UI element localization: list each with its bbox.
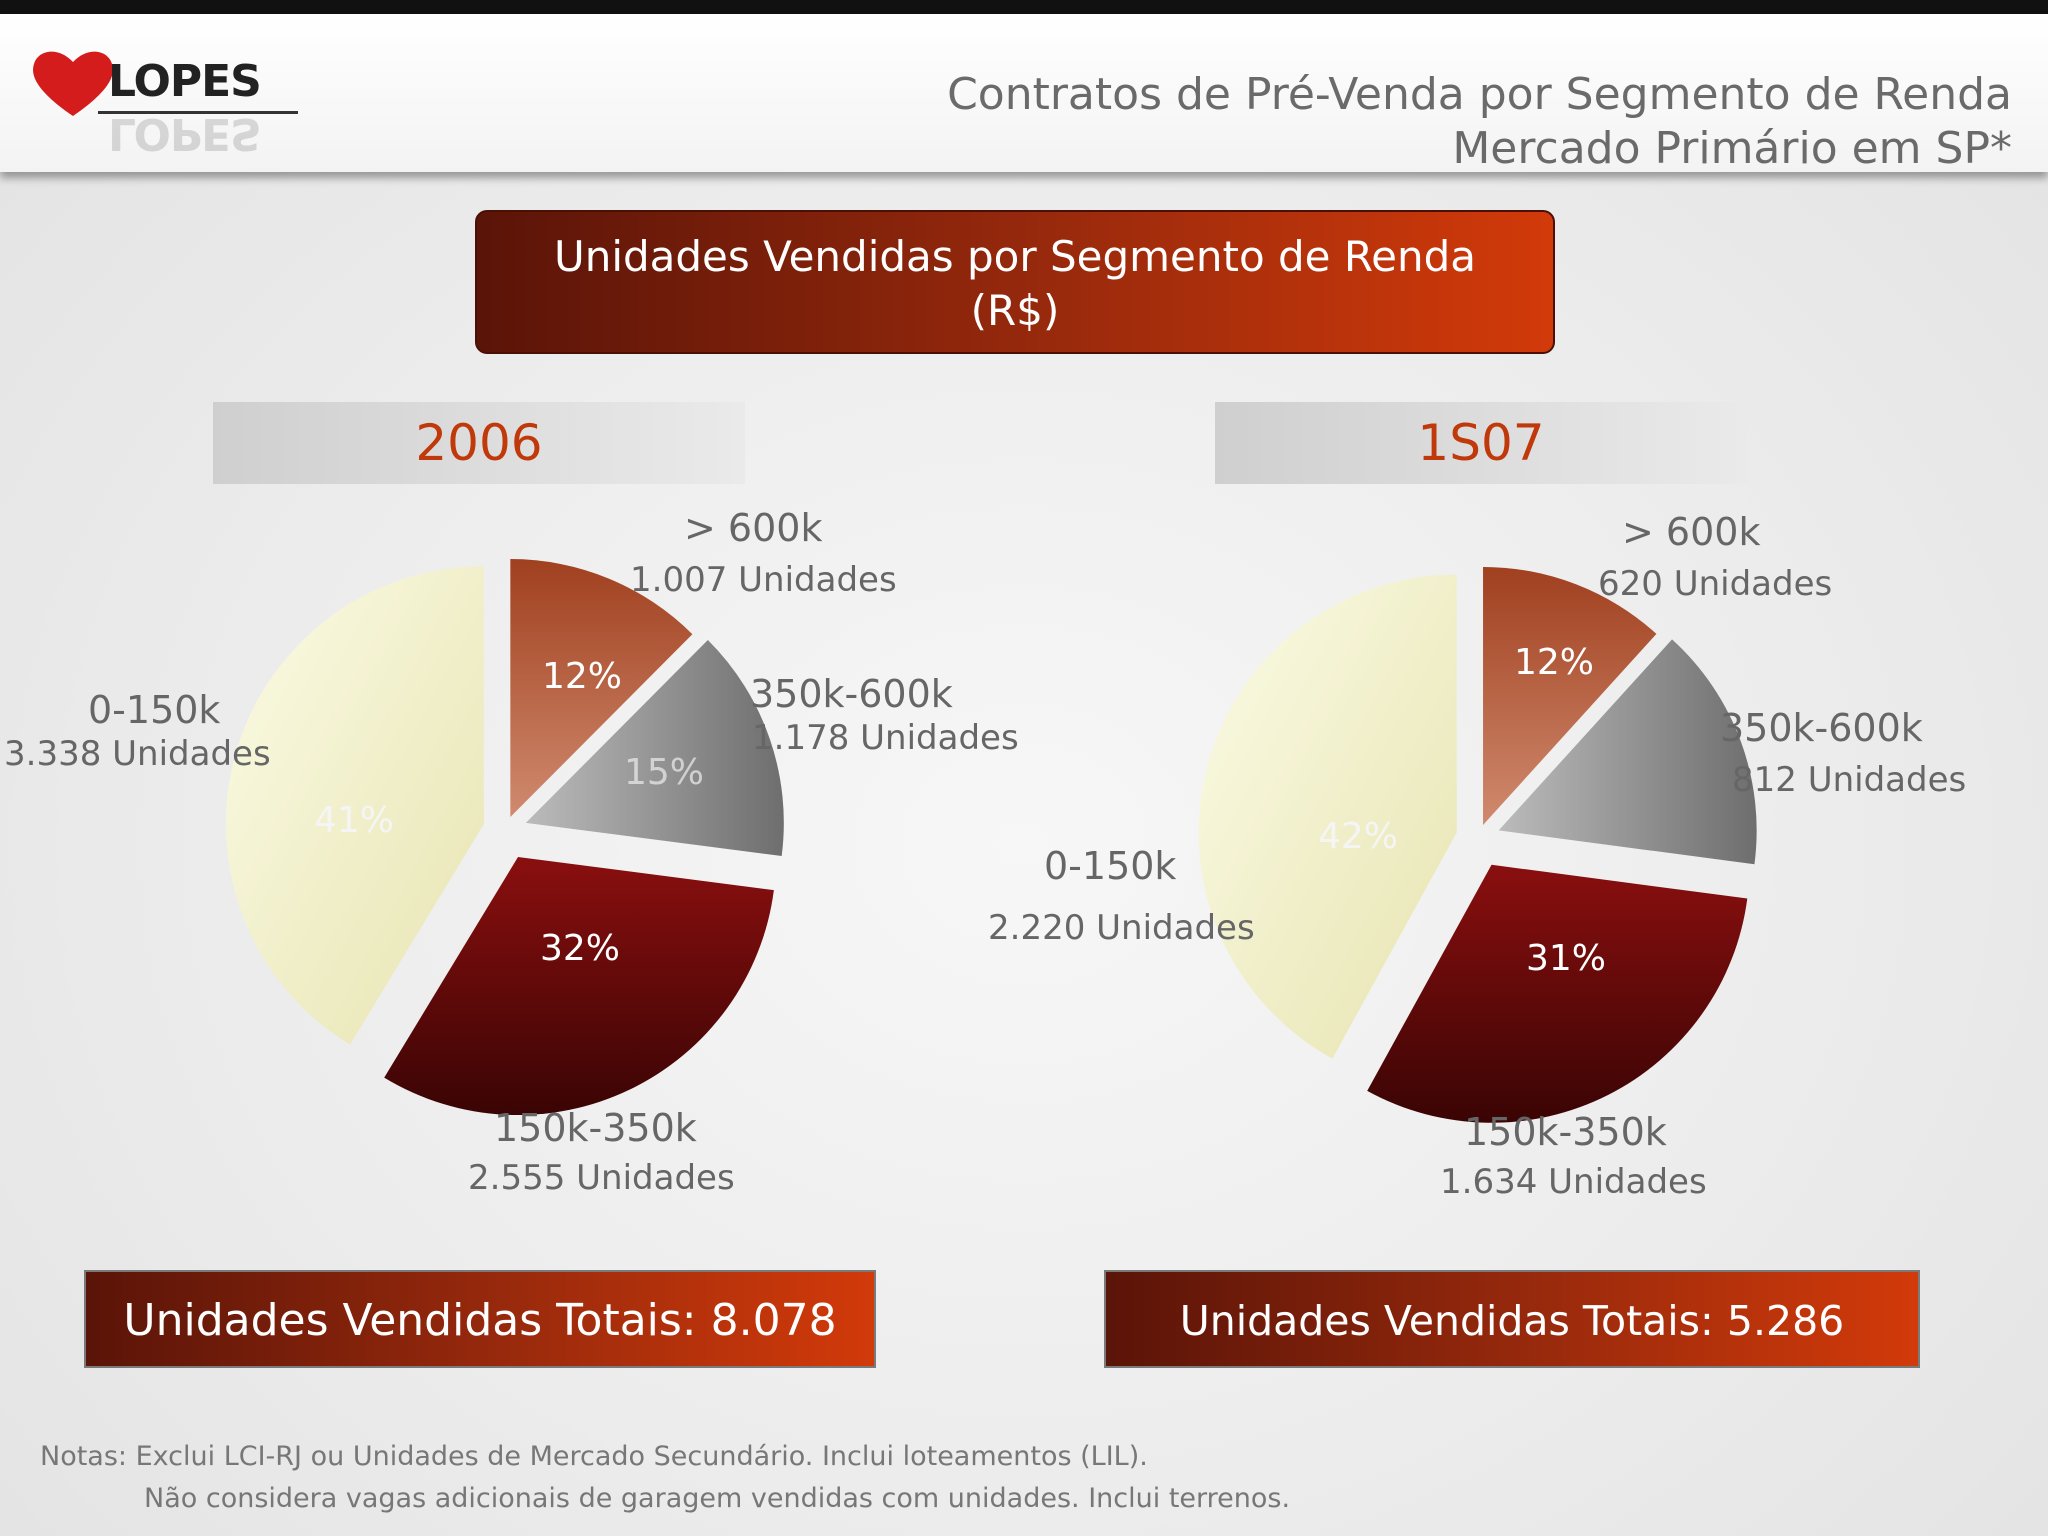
- units-2006-150-350k: 2.555 Unidades: [468, 1158, 735, 1198]
- pie-2006-slice-0-150k: [225, 566, 484, 1045]
- label-2006-150-350k: 150k-350k: [494, 1106, 697, 1150]
- pct-2006-350-600k: 15%: [624, 752, 705, 793]
- total-1s07: Unidades Vendidas Totais: 5.286: [1104, 1270, 1920, 1368]
- pie-2006-slice-350-600k: [525, 640, 784, 857]
- pie-2006-slice-150-350k: [384, 857, 774, 1116]
- units-1s07-600k-plus: 620 Unidades: [1598, 564, 1833, 604]
- year-2006-header: 2006: [213, 402, 745, 484]
- logo-underline: [98, 111, 298, 114]
- pct-1s07-150-350k: 31%: [1526, 938, 1607, 979]
- logo-text: LOPES: [108, 56, 262, 107]
- pie-1s07-slice-0-150k: [1198, 574, 1457, 1059]
- label-2006-350-600k: 350k-600k: [750, 672, 953, 716]
- label-2006-0-150k: 0-150k: [88, 688, 221, 732]
- year-1s07-header: 1S07: [1215, 402, 1747, 484]
- total-2006: Unidades Vendidas Totais: 8.078: [84, 1270, 876, 1368]
- section-banner: Unidades Vendidas por Segmento de Renda …: [475, 210, 1555, 354]
- page-title: Contratos de Pré-Venda por Segmento de R…: [947, 68, 2012, 176]
- label-1s07-0-150k: 0-150k: [1044, 844, 1177, 888]
- pct-1s07-0-150k: 42%: [1318, 816, 1399, 857]
- header: LOPES LOPES Contratos de Pré-Venda por S…: [0, 14, 2048, 174]
- footnote-line2: Não considera vagas adicionais de garage…: [144, 1483, 1291, 1514]
- footnotes: Notas: Exclui LCI-RJ ou Unidades de Merc…: [40, 1436, 1290, 1520]
- pie-2006-slice-600k-plus: [510, 559, 693, 818]
- units-2006-600k-plus: 1.007 Unidades: [630, 560, 897, 600]
- units-1s07-350-600k: 812 Unidades: [1732, 760, 1967, 800]
- units-1s07-0-150k: 2.220 Unidades: [988, 908, 1255, 948]
- page-title-line2: Mercado Primário em SP*: [1452, 123, 2012, 174]
- label-1s07-600k-plus: > 600k: [1622, 510, 1761, 554]
- section-banner-line1: Unidades Vendidas por Segmento de Renda: [553, 232, 1477, 281]
- label-1s07-350-600k: 350k-600k: [1720, 706, 1923, 750]
- top-bar: [0, 0, 2048, 14]
- pct-2006-0-150k: 41%: [314, 800, 395, 841]
- label-1s07-150-350k: 150k-350k: [1464, 1110, 1667, 1154]
- pct-2006-600k-plus: 12%: [542, 656, 623, 697]
- pie-1s07-slice-350-600k: [1498, 639, 1757, 865]
- pct-2006-150-350k: 32%: [540, 928, 621, 969]
- page-title-line1: Contratos de Pré-Venda por Segmento de R…: [947, 69, 2012, 120]
- heart-icon: [33, 51, 113, 116]
- units-2006-0-150k: 3.338 Unidades: [4, 734, 271, 774]
- units-2006-350-600k: 1.178 Unidades: [752, 718, 1019, 758]
- pie-1s07-slice-600k-plus: [1483, 566, 1657, 825]
- lopes-logo: LOPES LOPES: [28, 44, 298, 174]
- label-2006-600k-plus: > 600k: [684, 506, 823, 550]
- pie-1s07-slice-150-350k: [1367, 864, 1748, 1123]
- section-banner-line2: (R$): [970, 286, 1060, 335]
- units-1s07-150-350k: 1.634 Unidades: [1440, 1162, 1707, 1202]
- pct-1s07-600k-plus: 12%: [1514, 642, 1595, 683]
- footnote-line1: Notas: Exclui LCI-RJ ou Unidades de Merc…: [40, 1441, 1148, 1472]
